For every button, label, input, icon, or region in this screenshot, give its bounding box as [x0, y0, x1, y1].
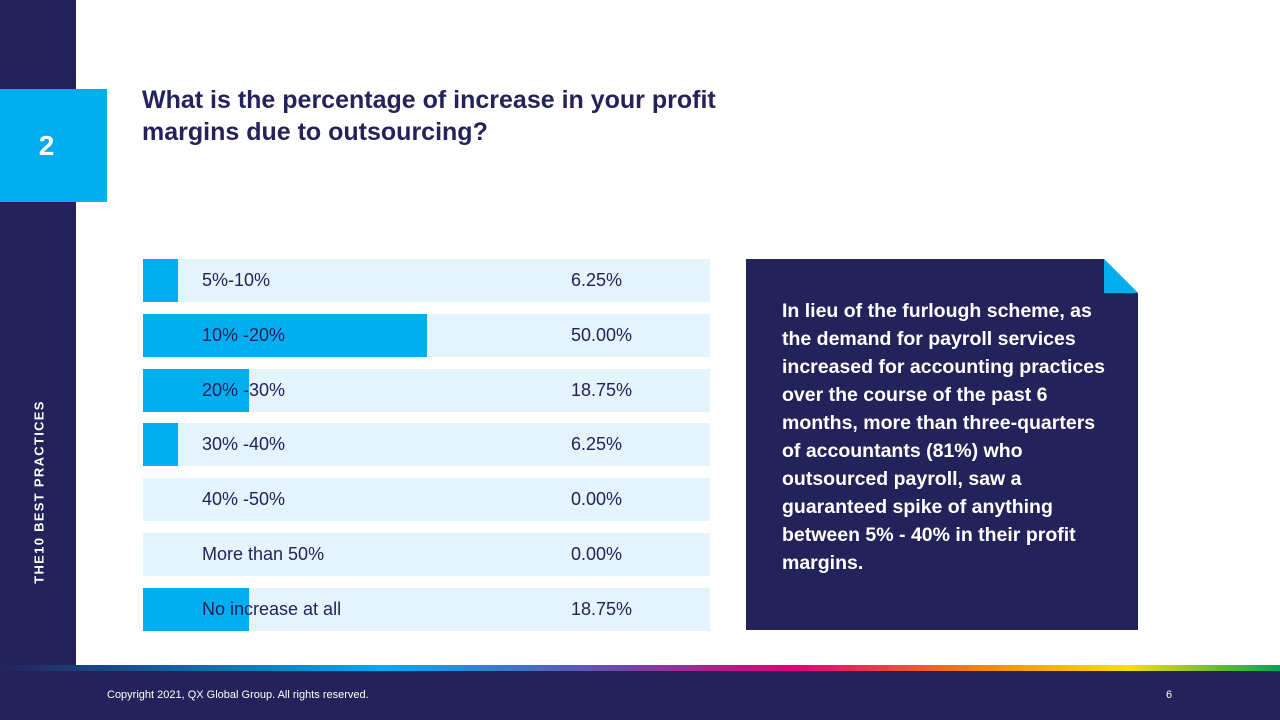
bar [143, 259, 179, 302]
value-label: 50.00% [571, 325, 633, 345]
side-title: THE10 BEST PRACTICES [31, 400, 47, 584]
bar [143, 588, 250, 631]
category-label: 30% -40% [202, 434, 286, 454]
value-label: 6.25% [571, 434, 623, 454]
bar-track [143, 533, 710, 576]
bar [143, 423, 179, 466]
section-number-badge: 2 [0, 89, 107, 202]
bar [143, 369, 250, 412]
category-label: 20% -30% [202, 380, 286, 400]
bar [143, 314, 427, 357]
footer: Copyright 2021, QX Global Group. All rig… [0, 671, 1280, 720]
value-label: 0.00% [571, 544, 623, 564]
value-label: 0.00% [571, 489, 623, 509]
value-label: 18.75% [571, 599, 633, 619]
value-label: 6.25% [571, 270, 623, 290]
category-label: More than 50% [202, 544, 325, 564]
category-label: 40% -50% [202, 489, 286, 509]
value-label: 18.75% [571, 380, 633, 400]
callout-text: In lieu of the furlough scheme, as the d… [782, 300, 1105, 574]
rainbow-divider [0, 665, 1280, 671]
bar-chart: 5%-10% 6.25% 10% -20% 50.00% 20% -30% 18.75% 3… [143, 259, 710, 631]
callout-box: In lieu of the furlough scheme, as the d… [746, 259, 1138, 630]
bar-track [143, 423, 710, 466]
page-fold-icon [1104, 259, 1138, 293]
category-label: No increase at all [202, 599, 342, 619]
bar-track [143, 259, 710, 302]
bar-track [143, 478, 710, 521]
question-heading: What is the percentage of increase in yo… [142, 86, 716, 146]
copyright-text: Copyright 2021, QX Global Group. All rig… [107, 689, 369, 701]
category-label: 5%-10% [202, 270, 271, 290]
category-label: 10% -20% [202, 325, 286, 345]
page-number: 6 [1166, 689, 1173, 701]
